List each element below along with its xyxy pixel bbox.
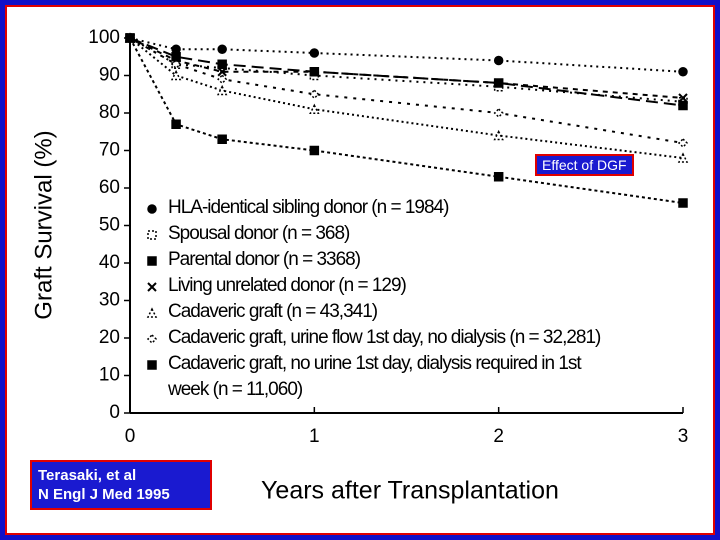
legend-marker [147, 230, 157, 240]
annotation: Effect of DGF [535, 154, 634, 176]
x-tick-label: 3 [678, 426, 689, 447]
x-tick-label: 2 [493, 426, 504, 447]
legend-entry: Cadaveric graft, urine flow 1st day, no … [146, 325, 706, 351]
legend-entry: Cadaveric graft, no urine 1st day, dialy… [146, 351, 706, 403]
marker [147, 256, 157, 266]
marker [493, 78, 504, 88]
x-tick-label: 1 [309, 426, 320, 447]
legend-label: HLA-identical sibling donor (n = 1984) [168, 197, 449, 218]
y-tick-label: 90 [99, 65, 120, 86]
source-box: Terasaki, et al N Engl J Med 1995 [30, 460, 212, 510]
legend-entry: Spousal donor (n = 368) [146, 221, 706, 247]
y-tick-label: 0 [109, 402, 120, 423]
marker [309, 145, 320, 156]
y-tick-label: 70 [99, 140, 120, 161]
series-line [129, 37, 684, 204]
legend-marker [147, 256, 157, 266]
legend-marker [146, 307, 158, 318]
legend-label: Cadaveric graft, urine flow 1st day, no … [168, 327, 601, 348]
series-line [129, 37, 684, 99]
series-line [129, 37, 684, 107]
marker [678, 100, 688, 111]
source-line: N Engl J Med 1995 [38, 486, 170, 503]
marker [147, 230, 157, 240]
marker [677, 152, 689, 163]
marker [678, 67, 688, 77]
marker [493, 129, 504, 141]
legend-label: Spousal donor (n = 368) [168, 223, 350, 244]
legend-entry: HLA-identical sibling donor (n = 1984) [146, 195, 706, 221]
marker [309, 103, 320, 114]
series-line [129, 37, 684, 73]
y-tick-label: 20 [99, 327, 120, 348]
y-tick-label: 100 [88, 27, 120, 48]
x-axis-title: Years after Transplantation [261, 477, 559, 505]
y-axis-title: Graft Survival (%) [30, 130, 57, 319]
marker [146, 307, 158, 318]
marker [677, 137, 689, 149]
marker [147, 204, 157, 214]
marker [147, 360, 157, 370]
y-tick-label: 10 [99, 365, 120, 386]
marker [678, 198, 688, 208]
legend-label: Living unrelated donor (n = 129) [168, 275, 407, 296]
legend-label: Cadaveric graft (n = 43,341) [168, 301, 378, 322]
marker [217, 59, 227, 69]
y-tick-label: 30 [99, 290, 120, 311]
marker [493, 107, 504, 119]
y-tick-label: 60 [99, 177, 120, 198]
y-tick-label: 40 [99, 252, 120, 273]
marker [493, 55, 504, 66]
marker [171, 119, 181, 129]
source-line: Terasaki, et al [38, 467, 137, 484]
marker [146, 333, 158, 345]
y-tick-label: 80 [99, 102, 120, 123]
marker [217, 74, 228, 85]
marker [147, 282, 157, 292]
marker [217, 67, 227, 77]
marker [678, 93, 688, 103]
legend-marker [147, 360, 157, 370]
series-line [129, 37, 684, 103]
marker [217, 134, 227, 144]
marker [309, 89, 320, 100]
legend-marker [146, 333, 158, 345]
marker [170, 69, 182, 81]
marker [309, 67, 320, 77]
marker [216, 84, 228, 96]
marker [171, 59, 182, 70]
y-tick-label: 50 [99, 215, 120, 236]
legend-entry: Living unrelated donor (n = 129) [146, 273, 706, 299]
legend-marker [147, 204, 157, 214]
marker [125, 33, 135, 43]
marker [309, 48, 320, 58]
legend-marker [147, 282, 157, 292]
legend-label: Parental donor (n = 3368) [168, 249, 361, 270]
marker [217, 44, 227, 54]
x-tick-label: 0 [125, 426, 136, 447]
legend-entry: Parental donor (n = 3368) [146, 247, 706, 273]
legend: HLA-identical sibling donor (n = 1984) Sp… [146, 195, 706, 403]
legend-label: Cadaveric graft, no urine 1st day, dialy… [168, 353, 582, 400]
marker [493, 172, 504, 182]
legend-entry: Cadaveric graft (n = 43,341) [146, 299, 706, 325]
